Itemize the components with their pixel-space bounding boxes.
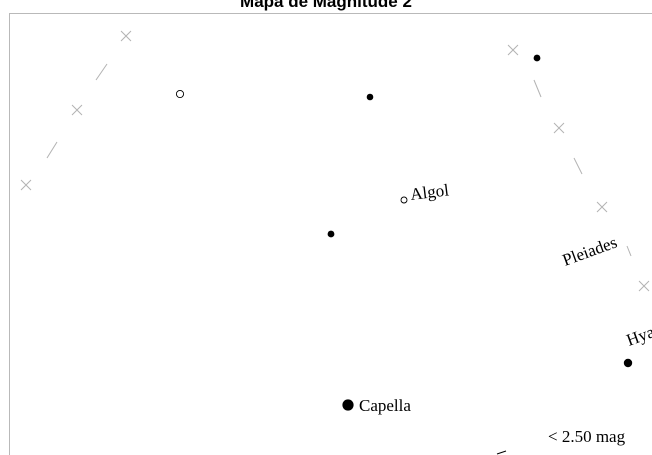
magnitude-limit-label: < 2.50 mag — [548, 427, 626, 446]
hyades-label: Hyades — [624, 314, 652, 349]
algol-label: Algol — [409, 180, 450, 204]
star-open — [175, 89, 185, 99]
stars — [175, 54, 633, 411]
star-capella — [342, 399, 354, 411]
ecliptic-dash — [95, 63, 108, 81]
ecliptic-cross — [20, 179, 32, 191]
ecliptic-dash — [573, 157, 583, 175]
star — [366, 93, 374, 101]
ecliptic-cross — [507, 44, 519, 56]
ecliptic-dash — [626, 245, 632, 257]
star — [623, 358, 633, 368]
ecliptic-path-left — [20, 30, 132, 191]
ecliptic-cross — [596, 201, 608, 213]
bottom-edge-mark — [496, 450, 507, 455]
capella-label: Capella — [359, 396, 411, 415]
ecliptic-path-right — [507, 44, 650, 292]
ecliptic-cross — [638, 280, 650, 292]
star — [327, 230, 335, 238]
ecliptic-cross — [120, 30, 132, 42]
pleiades-label: Pleiades — [560, 233, 620, 270]
ecliptic-cross — [553, 122, 565, 134]
ecliptic-dash — [533, 79, 542, 98]
ecliptic-dash — [46, 141, 58, 159]
ecliptic-cross — [71, 104, 83, 116]
map-title: Mapa de Magnitude 2 — [240, 0, 412, 11]
star-algol — [400, 196, 408, 204]
star — [533, 54, 541, 62]
map-frame — [9, 13, 652, 455]
